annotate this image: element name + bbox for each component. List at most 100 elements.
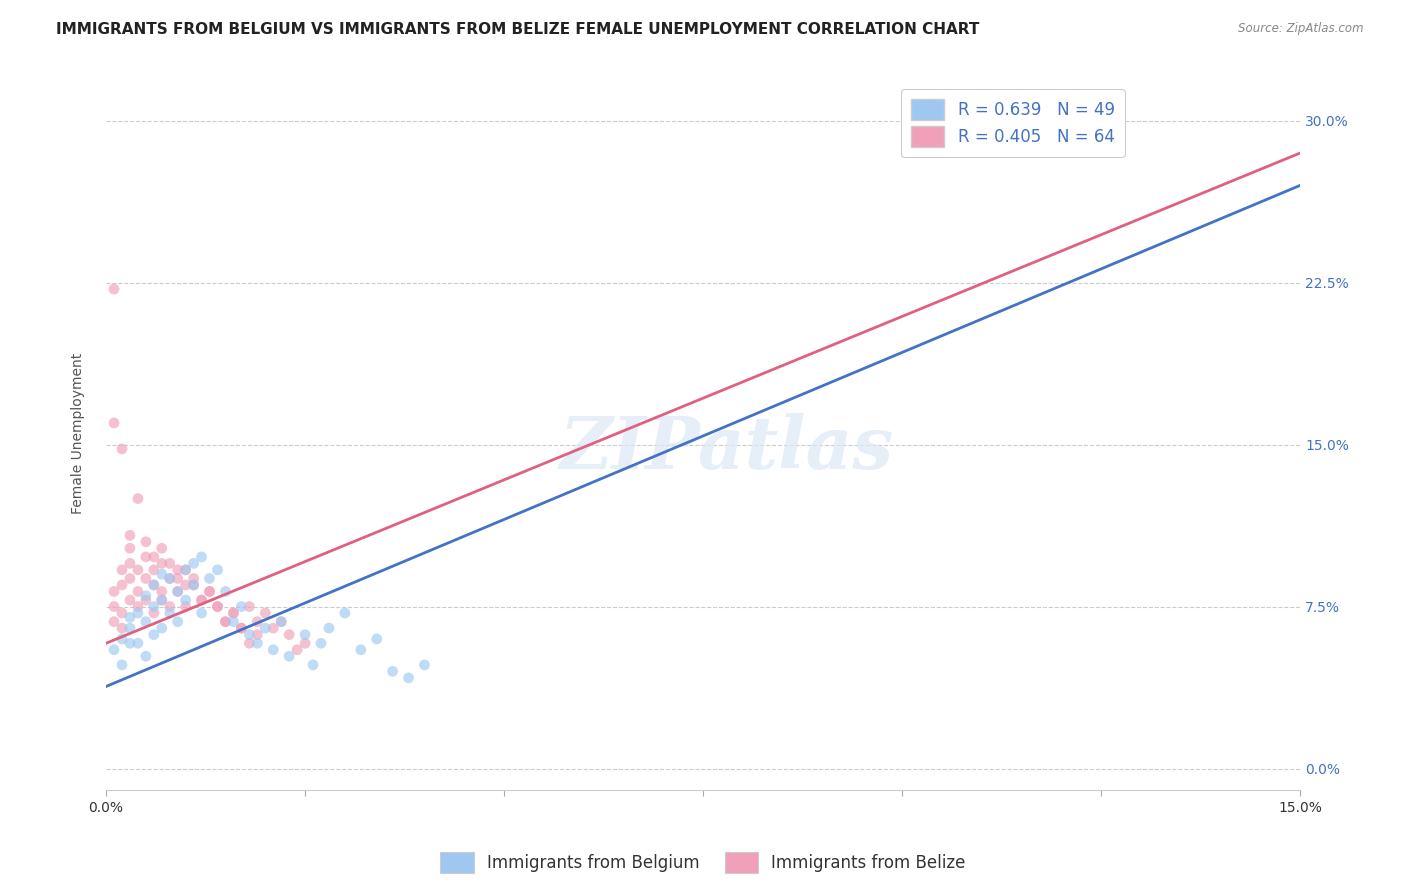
Point (150, 593, 173, 607)
Point (159, 572, 181, 586)
Point (166, 572, 188, 586)
Point (159, 572, 181, 586)
Y-axis label: Female Unemployment: Female Unemployment (72, 353, 86, 515)
Point (166, 584, 188, 599)
Point (150, 621, 173, 635)
Text: Source: ZipAtlas.com: Source: ZipAtlas.com (1239, 22, 1364, 36)
Point (198, 584, 221, 599)
Point (135, 615, 157, 629)
Point (246, 627, 269, 641)
Point (309, 636, 332, 650)
Point (198, 584, 221, 599)
Point (166, 615, 188, 629)
Point (174, 599, 197, 614)
Point (214, 615, 236, 629)
Point (174, 563, 197, 577)
Point (159, 606, 181, 620)
Point (190, 549, 212, 564)
Point (103, 282, 125, 296)
Point (183, 572, 205, 586)
Point (118, 593, 141, 607)
Point (118, 610, 141, 624)
Point (231, 621, 253, 635)
Legend: Immigrants from Belgium, Immigrants from Belize: Immigrants from Belgium, Immigrants from… (433, 846, 973, 880)
Point (118, 636, 141, 650)
Point (127, 563, 149, 577)
Point (174, 563, 197, 577)
Point (142, 549, 165, 564)
Point (294, 627, 316, 641)
Point (135, 549, 157, 564)
Point (142, 563, 165, 577)
Point (285, 642, 308, 657)
Point (111, 442, 134, 456)
Point (118, 572, 141, 586)
Point (150, 557, 173, 571)
Point (111, 606, 134, 620)
Point (254, 621, 277, 635)
Point (366, 632, 388, 646)
Point (142, 627, 165, 641)
Point (127, 636, 149, 650)
Point (111, 632, 134, 646)
Point (254, 606, 277, 620)
Point (135, 593, 157, 607)
Point (333, 606, 356, 620)
Point (183, 557, 205, 571)
Point (127, 584, 149, 599)
Point (222, 606, 245, 620)
Point (231, 599, 253, 614)
Point (350, 642, 373, 657)
Point (262, 642, 284, 657)
Point (135, 534, 157, 549)
Point (150, 567, 173, 582)
Point (111, 621, 134, 635)
Point (183, 578, 205, 592)
Point (135, 649, 157, 664)
Point (398, 671, 420, 685)
Point (127, 599, 149, 614)
Point (103, 642, 125, 657)
Point (127, 491, 149, 506)
Point (278, 649, 301, 664)
Point (238, 627, 260, 641)
Text: IMMIGRANTS FROM BELGIUM VS IMMIGRANTS FROM BELIZE FEMALE UNEMPLOYMENT CORRELATIO: IMMIGRANTS FROM BELGIUM VS IMMIGRANTS FR… (56, 22, 980, 37)
Point (111, 563, 134, 577)
Point (214, 615, 236, 629)
Point (174, 578, 197, 592)
Point (413, 657, 436, 672)
Point (222, 606, 245, 620)
Point (150, 593, 173, 607)
Point (135, 589, 157, 603)
Text: ZIPatlas: ZIPatlas (560, 412, 894, 483)
Point (270, 615, 292, 629)
Point (159, 557, 181, 571)
Point (238, 636, 260, 650)
Point (190, 606, 212, 620)
Point (222, 615, 245, 629)
Point (118, 557, 141, 571)
Point (118, 541, 141, 556)
Point (174, 593, 197, 607)
Point (246, 615, 269, 629)
Point (135, 572, 157, 586)
Point (207, 563, 229, 577)
Legend: R = 0.639   N = 49, R = 0.405   N = 64: R = 0.639 N = 49, R = 0.405 N = 64 (901, 89, 1125, 157)
Point (166, 584, 188, 599)
Point (142, 578, 165, 592)
Point (381, 665, 404, 679)
Point (142, 578, 165, 592)
Point (270, 615, 292, 629)
Point (190, 593, 212, 607)
Point (207, 599, 229, 614)
Point (1050, 124, 1073, 138)
Point (198, 572, 221, 586)
Point (103, 599, 125, 614)
Point (246, 636, 269, 650)
Point (238, 599, 260, 614)
Point (142, 599, 165, 614)
Point (111, 578, 134, 592)
Point (318, 621, 340, 635)
Point (302, 657, 325, 672)
Point (118, 621, 141, 635)
